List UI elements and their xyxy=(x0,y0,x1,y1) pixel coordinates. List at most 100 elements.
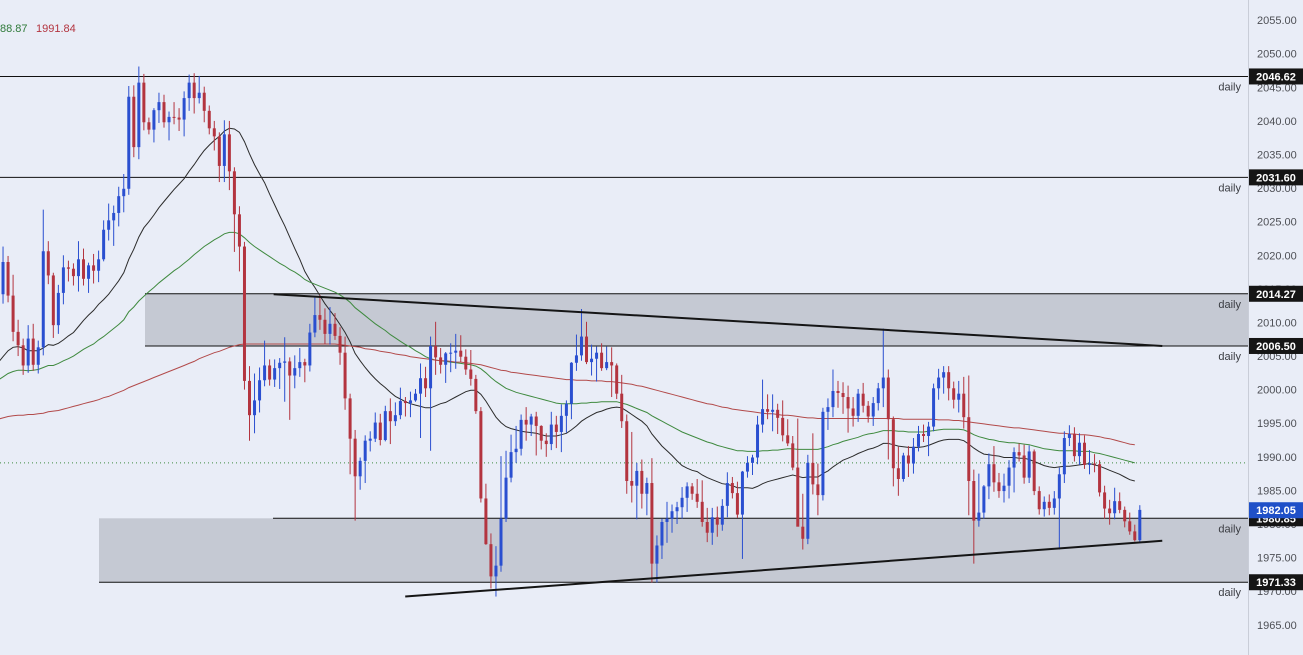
candle-body xyxy=(358,460,362,477)
candle-body xyxy=(127,96,131,189)
candle xyxy=(670,504,674,533)
candle-body xyxy=(454,350,458,353)
candle xyxy=(323,308,327,344)
candle-body xyxy=(806,462,810,539)
price-tick-label: 2030.00 xyxy=(1257,183,1297,195)
candle-body xyxy=(76,259,80,277)
support-resistance-zone xyxy=(99,518,1248,583)
candle-body xyxy=(1093,463,1097,465)
candle-body xyxy=(258,380,262,401)
candle xyxy=(665,501,669,543)
level-note: daily xyxy=(1218,523,1241,535)
candle xyxy=(801,493,805,550)
candle-body xyxy=(1022,455,1026,478)
candle xyxy=(745,456,749,478)
candle xyxy=(554,415,558,449)
candle xyxy=(353,429,357,521)
candle xyxy=(987,453,991,500)
candle-body xyxy=(393,415,397,422)
candle-body xyxy=(97,259,101,271)
candle-body xyxy=(836,390,840,393)
candle-body xyxy=(534,416,538,426)
candle-body xyxy=(56,292,60,326)
candle-body xyxy=(675,507,679,512)
candle xyxy=(1128,512,1132,535)
price-tick-label: 2050.00 xyxy=(1257,49,1297,61)
candle xyxy=(21,338,25,375)
candle xyxy=(127,85,131,195)
candle-body xyxy=(751,457,754,463)
candle xyxy=(46,241,50,285)
candle xyxy=(212,120,216,151)
candle-body xyxy=(680,497,684,508)
candle xyxy=(1017,443,1021,462)
candle xyxy=(856,388,860,422)
candle-body xyxy=(459,350,463,357)
candle-body xyxy=(298,362,302,369)
candle xyxy=(97,250,101,283)
candle-body xyxy=(509,452,513,478)
level-price-tag: 2014.27 xyxy=(1249,285,1303,302)
candle-body xyxy=(469,369,473,379)
candle xyxy=(891,416,895,487)
candle-body xyxy=(429,345,433,389)
candle-body xyxy=(670,511,674,519)
candle xyxy=(408,391,412,418)
candle-body xyxy=(147,122,151,130)
candle xyxy=(514,425,518,463)
candle-body xyxy=(1027,451,1031,478)
candle xyxy=(383,405,387,442)
candle xyxy=(232,167,236,252)
candle xyxy=(142,73,146,131)
candle xyxy=(710,507,714,545)
candle xyxy=(906,446,910,477)
candle xyxy=(564,400,568,433)
candle-body xyxy=(514,448,518,453)
candle xyxy=(1012,447,1016,493)
candle xyxy=(1118,492,1122,514)
candle-body xyxy=(579,336,583,356)
candle xyxy=(197,75,201,104)
candle-body xyxy=(16,331,20,346)
current-price-tag-bg xyxy=(1249,502,1303,519)
candle-body xyxy=(544,440,548,445)
candle xyxy=(207,105,211,135)
candle xyxy=(1062,431,1066,484)
candle-body xyxy=(615,365,619,394)
candle xyxy=(796,418,800,527)
candle xyxy=(66,260,70,282)
candle xyxy=(358,457,362,490)
candle xyxy=(871,397,875,426)
candle-body xyxy=(1072,433,1076,457)
candle-body xyxy=(182,98,186,120)
candle xyxy=(1072,427,1076,462)
candle-body xyxy=(595,352,599,359)
candle xyxy=(147,117,151,135)
price-tick-label: 1975.00 xyxy=(1257,553,1297,565)
candle-body xyxy=(117,196,121,213)
candle xyxy=(76,241,80,292)
candle-body xyxy=(408,400,412,404)
candle xyxy=(841,382,845,414)
candle-body xyxy=(11,295,15,332)
candle-body xyxy=(1012,452,1016,468)
candle-body xyxy=(901,455,905,479)
candle xyxy=(36,340,40,374)
candle-body xyxy=(942,372,946,378)
moving-average-fast xyxy=(0,127,1135,489)
candle-body xyxy=(283,361,287,363)
candle-body xyxy=(303,362,307,366)
candle-body xyxy=(177,117,181,120)
candle xyxy=(705,507,709,543)
candle xyxy=(288,357,292,420)
candle-body xyxy=(192,82,196,99)
candle xyxy=(574,334,578,371)
candle xyxy=(786,419,790,447)
candle xyxy=(242,241,246,390)
candle-body xyxy=(922,433,926,436)
candle-body xyxy=(997,482,1001,492)
candle-body xyxy=(650,483,654,564)
candle xyxy=(1027,445,1031,484)
